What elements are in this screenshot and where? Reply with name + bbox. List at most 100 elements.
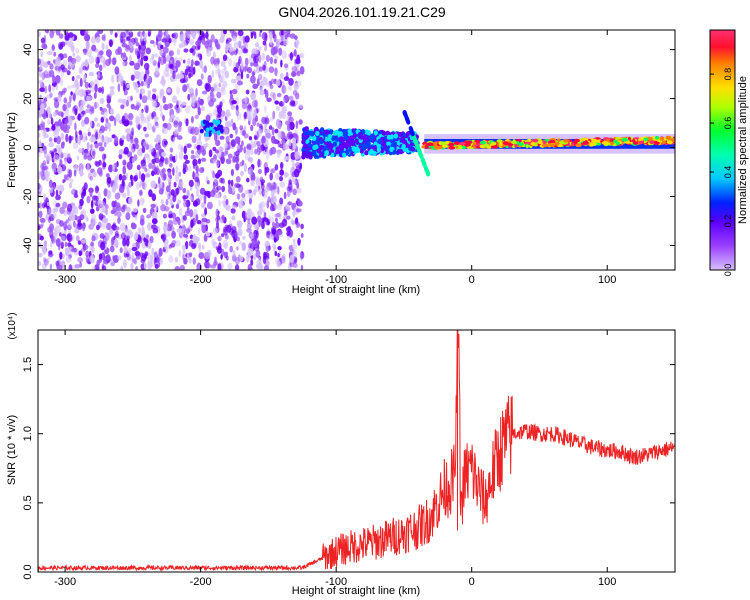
- heatmap-cell: [44, 97, 48, 103]
- heatmap-cell: [189, 209, 194, 218]
- heatmap-cell: [266, 148, 269, 155]
- heatmap-cell: [129, 120, 133, 126]
- heatmap-cell: [655, 135, 659, 140]
- heatmap-cell: [280, 59, 283, 68]
- heatmap-cell: [85, 250, 90, 258]
- heatmap-cell: [114, 176, 118, 185]
- heatmap-cell: [231, 254, 237, 262]
- heatmap-cell: [541, 143, 549, 148]
- heatmap-cell: [52, 212, 57, 219]
- heatmap-cell: [94, 83, 98, 93]
- heatmap-cell: [63, 221, 67, 231]
- heatmap-cell: [158, 188, 164, 195]
- heatmap-cell: [39, 108, 45, 115]
- heatmap-cell: [414, 141, 419, 147]
- heatmap-cell: [548, 143, 555, 147]
- heatmap-cell: [167, 193, 171, 200]
- heatmap-cell: [199, 128, 204, 134]
- heatmap-cell: [39, 87, 46, 92]
- heatmap-cell: [43, 257, 47, 263]
- heatmap-cell: [140, 173, 146, 182]
- heatmap-cell: [86, 162, 90, 172]
- heatmap-cell: [87, 49, 92, 57]
- heatmap-cell: [236, 220, 243, 228]
- heatmap-cell: [180, 73, 185, 80]
- heatmap-cell: [243, 146, 246, 154]
- heatmap-cell: [163, 140, 168, 146]
- heatmap-cell: [103, 33, 106, 42]
- heatmap-cell: [59, 232, 62, 237]
- heatmap-cell: [282, 253, 286, 261]
- heatmap-cell: [242, 235, 246, 240]
- heatmap-cell: [110, 108, 114, 115]
- heatmap-cell: [230, 168, 234, 177]
- heatmap-cell: [295, 100, 298, 106]
- heatmap-cell: [137, 124, 141, 131]
- heatmap-cell: [257, 144, 263, 153]
- heatmap-cell: [68, 245, 72, 251]
- heatmap-cell: [286, 215, 291, 220]
- heatmap-cell: [265, 54, 270, 63]
- heatmap-cell: [176, 99, 182, 106]
- heatmap-cell: [182, 249, 186, 255]
- heatmap-cell: [59, 206, 65, 214]
- heatmap-cell: [425, 171, 430, 176]
- heatmap-cell: [211, 238, 216, 245]
- x-tick-label: -100: [325, 274, 347, 286]
- heatmap-cell: [284, 171, 288, 179]
- heatmap-cell: [134, 105, 138, 111]
- heatmap-cell: [122, 83, 126, 92]
- heatmap-cell: [270, 168, 276, 174]
- heatmap-cell: [206, 180, 210, 185]
- heatmap-cell: [319, 139, 324, 145]
- heatmap-cell: [206, 201, 213, 210]
- heatmap-cell: [250, 62, 254, 67]
- heatmap-cell: [147, 90, 152, 97]
- heatmap-cell: [269, 204, 275, 212]
- heatmap-cell: [229, 45, 233, 53]
- heatmap-cell: [177, 199, 181, 205]
- heatmap-cell: [83, 74, 87, 81]
- heatmap-cell: [290, 217, 293, 225]
- heatmap-cell: [263, 265, 270, 270]
- heatmap-cell: [42, 246, 47, 255]
- heatmap-cell: [255, 64, 261, 74]
- heatmap-cell: [223, 251, 229, 256]
- heatmap-cell: [276, 92, 282, 98]
- heatmap-cell: [209, 122, 214, 127]
- heatmap-cell: [204, 135, 208, 142]
- heatmap-cell: [94, 144, 99, 149]
- heatmap-cell: [479, 144, 485, 149]
- heatmap-cell: [175, 174, 180, 183]
- heatmap-cell: [289, 52, 293, 61]
- heatmap-cell: [217, 199, 222, 207]
- heatmap-cell: [89, 175, 94, 181]
- heatmap-cell: [221, 185, 226, 193]
- heatmap-cell: [214, 256, 217, 263]
- heatmap-cell: [71, 248, 78, 253]
- heatmap-region-0: [38, 30, 305, 270]
- heatmap-cell: [168, 50, 174, 57]
- heatmap-cell: [280, 34, 285, 42]
- heatmap-cell: [260, 183, 265, 190]
- heatmap-cell: [220, 87, 226, 96]
- heatmap-cell: [177, 124, 182, 133]
- heatmap-cell: [89, 81, 95, 86]
- heatmap-cell: [297, 238, 301, 244]
- heatmap-cell: [300, 223, 304, 230]
- heatmap-cell: [85, 40, 90, 50]
- heatmap-cell: [153, 53, 159, 58]
- heatmap-cell: [175, 239, 182, 247]
- heatmap-cell: [258, 188, 262, 195]
- heatmap-cell: [235, 183, 242, 188]
- heatmap-cell: [46, 153, 52, 162]
- heatmap-cell: [163, 103, 169, 111]
- heatmap-cell: [286, 33, 291, 38]
- heatmap-cell: [38, 71, 42, 78]
- heatmap-cell: [82, 244, 89, 251]
- heatmap-cell: [51, 162, 57, 171]
- heatmap-cell: [72, 93, 76, 102]
- heatmap-cell: [340, 137, 345, 143]
- heatmap-cell: [67, 40, 74, 48]
- heatmap-cell: [244, 96, 248, 104]
